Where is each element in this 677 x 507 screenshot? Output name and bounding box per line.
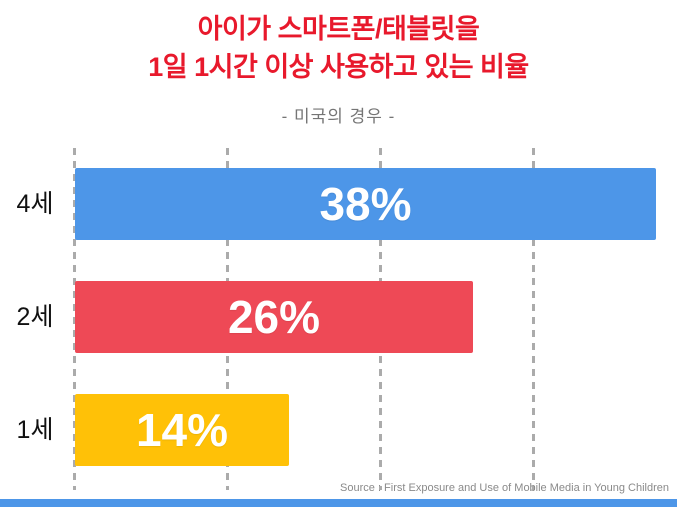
title-line-2: 1일 1시간 이상 사용하고 있는 비율 [148, 52, 529, 82]
gridline-30 [532, 148, 535, 490]
bottom-accent-bar [0, 499, 677, 507]
bar-value-label-2yo: 26% [227, 291, 321, 343]
page-title: 아이가 스마트폰/태블릿을 1일 1시간 이상 사용하고 있는 비율 [0, 10, 677, 86]
gridline-0 [73, 148, 76, 490]
chart-subtitle: - 미국의 경우 - [281, 107, 396, 126]
bar-chart: 4세 2세 1세 38% 26% 14% [0, 145, 677, 492]
bar-value-label-1yo: 14% [135, 404, 229, 456]
title-line-1: 아이가 스마트폰/태블릿을 [197, 14, 480, 44]
category-label-4yo: 4세 [16, 190, 54, 218]
category-label-1yo: 1세 [16, 416, 54, 444]
bar-value-label-4yo: 38% [319, 178, 412, 230]
category-label-2yo: 2세 [16, 303, 54, 331]
bar-2yo: 26% [75, 281, 473, 353]
bar-4yo: 38% [75, 168, 656, 240]
bar-1yo: 14% [75, 394, 289, 466]
source-caption: Source : First Exposure and Use of Mobil… [340, 482, 669, 494]
